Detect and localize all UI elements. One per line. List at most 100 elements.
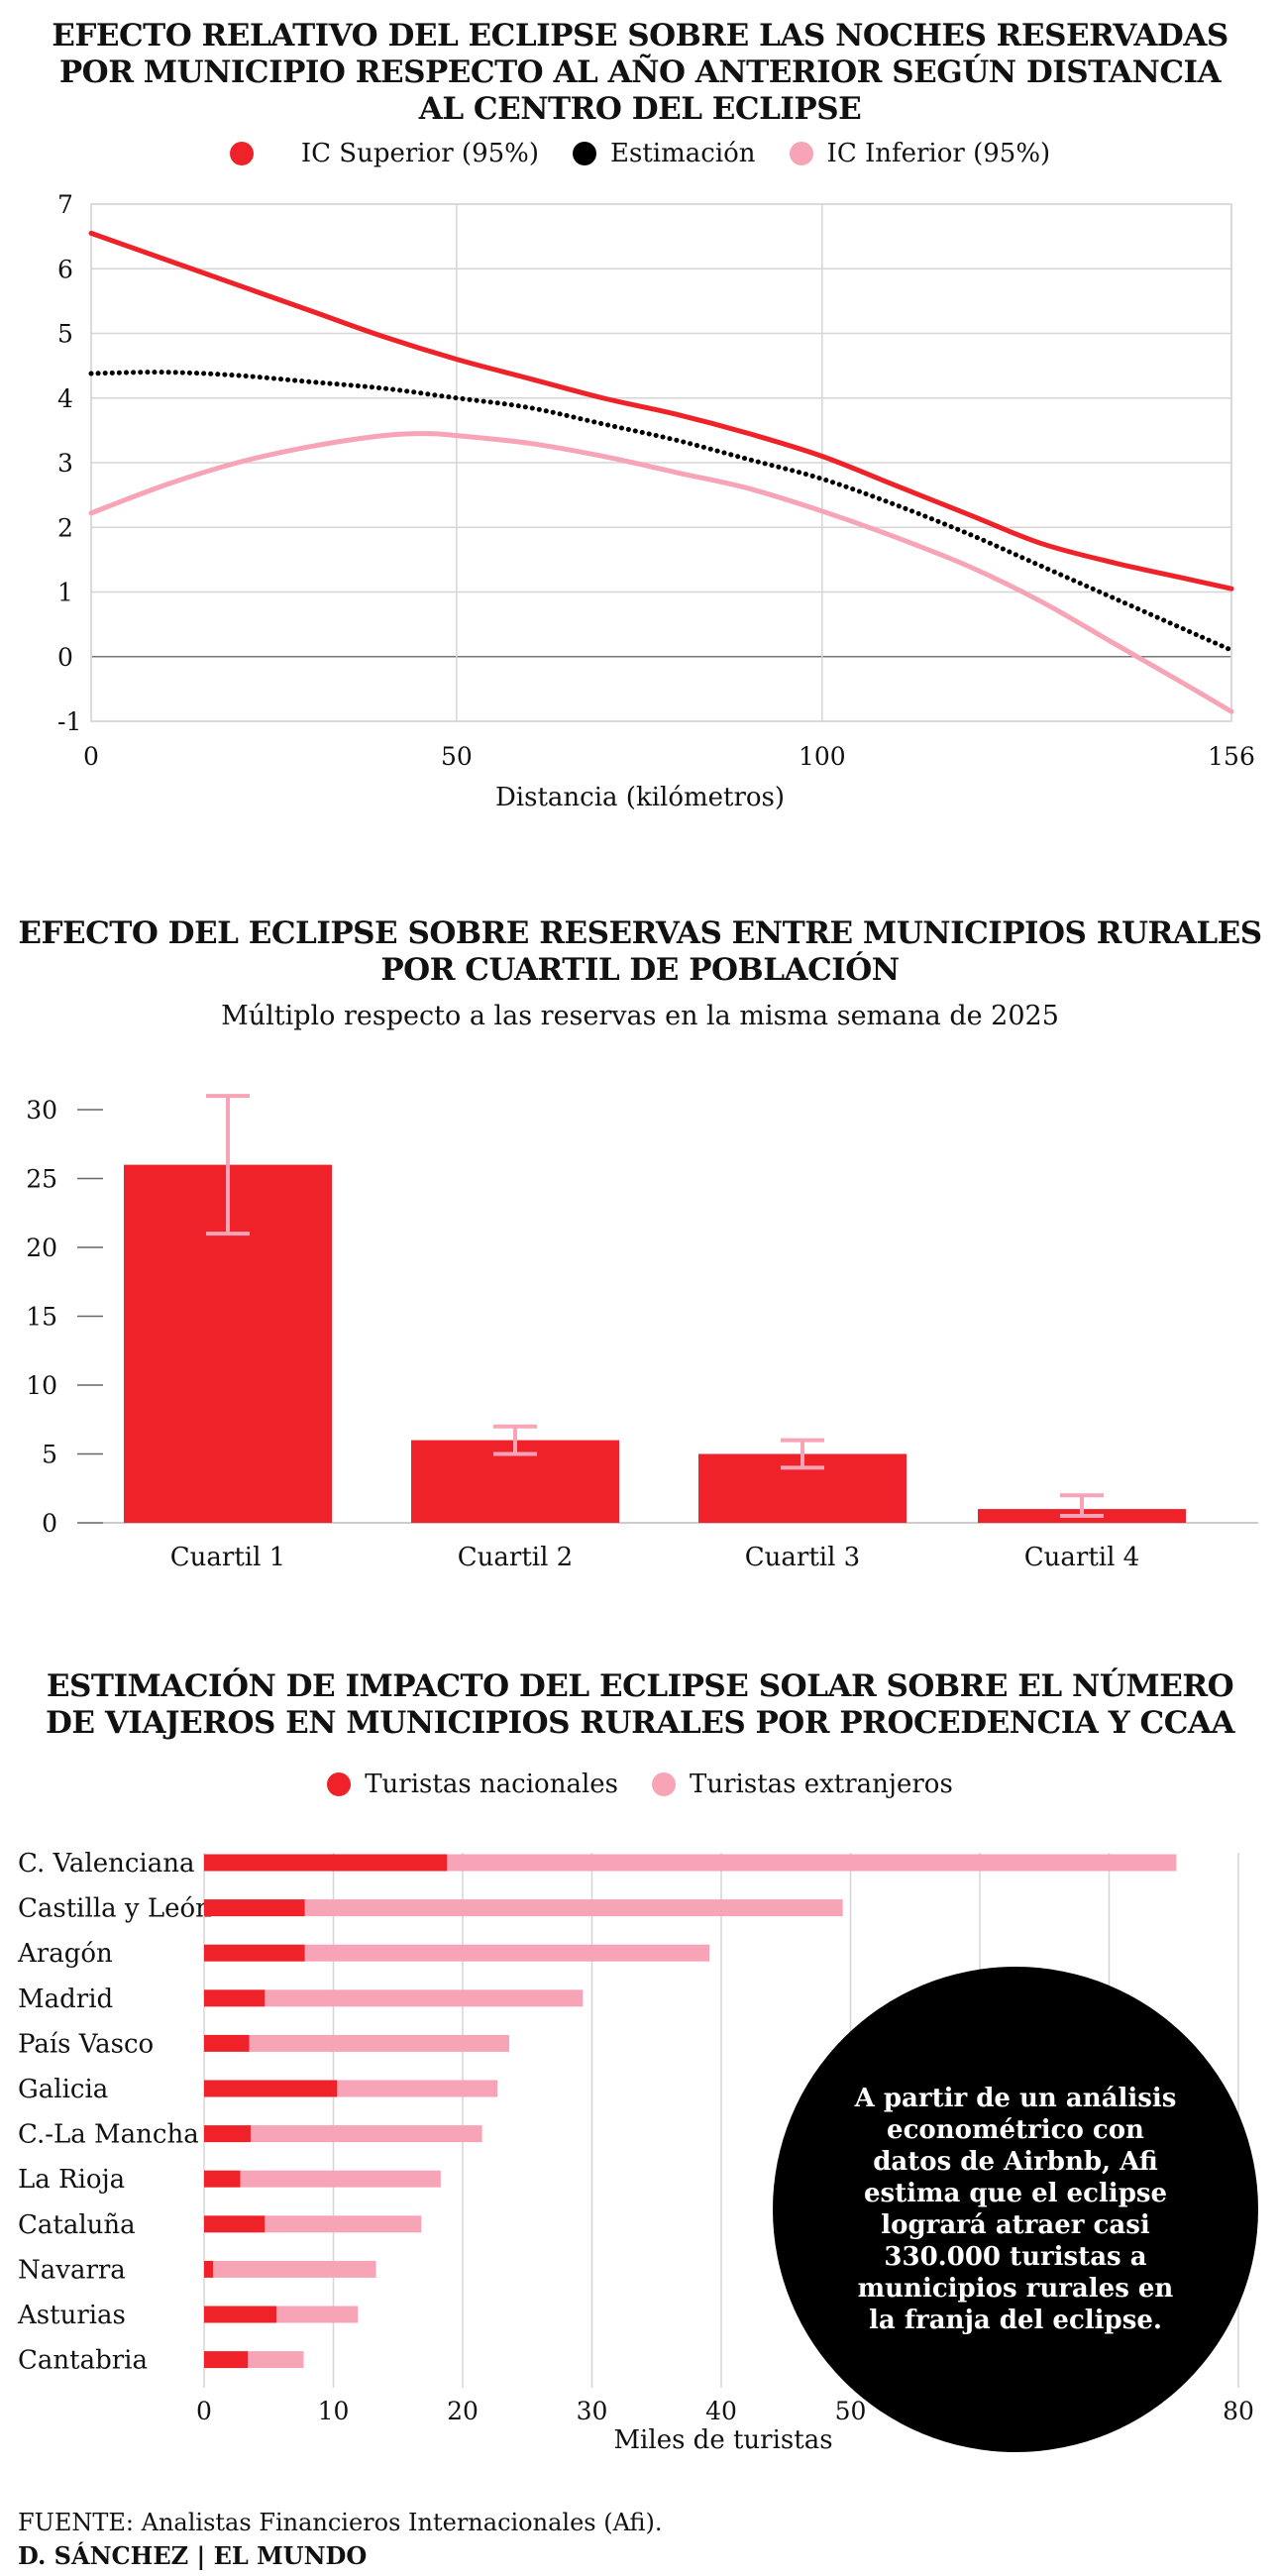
- legend-swatch-red: [229, 142, 254, 165]
- legend-item-ic-inferior: IC Inferior (95%): [789, 139, 1051, 168]
- x-tick-label: 156: [1208, 742, 1255, 771]
- bar-extranjeros: [276, 2306, 359, 2323]
- bar-extranjeros: [249, 2034, 509, 2052]
- estimacion-line: [88, 370, 1234, 653]
- bar-nacionales: [204, 2125, 251, 2143]
- category-label: La Rioja: [18, 2165, 125, 2195]
- chart2-subtitle: Múltiplo respecto a las reservas en la m…: [221, 1001, 1059, 1031]
- bar-nacionales: [204, 2170, 241, 2188]
- category-label: Castilla y León: [18, 1894, 212, 1924]
- category-label: Cantabria: [18, 2346, 148, 2376]
- category-label: Cuartil 1: [170, 1543, 285, 1572]
- category-label: País Vasco: [18, 2029, 154, 2059]
- bar-nacionales: [204, 1989, 266, 2007]
- y-tick-label: 2: [57, 513, 73, 542]
- bar-nacionales: [204, 2351, 249, 2369]
- y-tick-label: 0: [57, 643, 73, 672]
- source-note: FUENTE: Analistas Financieros Internacio…: [18, 2509, 663, 2536]
- y-tick-label: 4: [57, 384, 73, 413]
- category-label: Cataluña: [18, 2210, 136, 2240]
- plot-frame: [90, 203, 1232, 722]
- category-label: Asturias: [17, 2301, 126, 2330]
- bar-extranjeros: [337, 2080, 498, 2097]
- y-tick-label: 3: [57, 449, 73, 478]
- bar-extranjeros: [265, 1989, 584, 2007]
- bar-extranjeros: [265, 2215, 422, 2233]
- x-tick-label: 100: [799, 742, 846, 771]
- chart3-legend: Turistas nacionales Turistas extranjeros: [0, 1770, 1280, 1799]
- category-label: Cuartil 3: [745, 1543, 860, 1572]
- bar-nacionales: [204, 1944, 305, 1962]
- y-tick-label: 10: [26, 1371, 57, 1400]
- legend-item-extranjeros: Turistas extranjeros: [652, 1770, 953, 1799]
- y-tick-label: -1: [57, 707, 81, 736]
- y-tick-label: 20: [26, 1234, 57, 1262]
- y-tick-label: 7: [57, 190, 73, 219]
- category-label: Madrid: [18, 1985, 113, 2014]
- y-tick-label: 30: [26, 1096, 57, 1125]
- bar-nacionales: [204, 2260, 214, 2278]
- x-tick-label: 10: [318, 2397, 350, 2425]
- x-tick-label: 0: [83, 742, 99, 771]
- annotation-text: A partir de un análisis econométrico con…: [854, 2084, 1177, 2335]
- chart1-xlabel: Distancia (kilómetros): [494, 783, 786, 812]
- bar-chart: 0 5 10 15 20 25 30 Cuartil 1 Cuartil 2 Cuartil 3 C…: [26, 1094, 1258, 1572]
- ic-superior-line: [88, 230, 1234, 591]
- bar-nacionales: [204, 2080, 338, 2097]
- legend-swatch-pink: [652, 1772, 677, 1796]
- bar-extranjeros: [240, 2170, 441, 2188]
- legend-label: IC Inferior (95%): [826, 139, 1051, 168]
- legend-swatch-black: [573, 142, 597, 165]
- bar-nacionales: [204, 2034, 250, 2052]
- category-label: Galicia: [18, 2075, 108, 2104]
- category-label: Cuartil 2: [458, 1543, 573, 1572]
- bar-extranjeros: [213, 2260, 376, 2278]
- legend-label: Estimación: [610, 139, 756, 168]
- x-tick-label: 20: [447, 2397, 479, 2425]
- legend-item-ic-superior: IC Superior (95%): [229, 139, 540, 168]
- category-label: Aragón: [17, 1939, 113, 1969]
- y-tick-label: 5: [42, 1441, 57, 1469]
- bar-nacionales: [204, 1854, 448, 1872]
- y-tick-label: 15: [26, 1303, 57, 1332]
- y-tick-label: 0: [42, 1509, 57, 1538]
- bar-extranjeros: [447, 1854, 1177, 1872]
- category-label: C.-La Mancha: [18, 2120, 199, 2150]
- bar-nacionales: [204, 2215, 266, 2233]
- y-tick-label: 1: [57, 579, 73, 607]
- y-tick-label: 6: [57, 255, 73, 283]
- bar-nacionales: [204, 1899, 305, 1917]
- chart3-xlabel: Miles de turistas: [613, 2425, 833, 2455]
- legend-label: Turistas nacionales: [365, 1770, 619, 1799]
- y-tick-label: 5: [57, 320, 73, 349]
- annotation-circle: A partir de un análisis econométrico con…: [773, 1967, 1258, 2452]
- x-tick-label: 30: [577, 2397, 608, 2425]
- legend-label: IC Superior (95%): [300, 139, 540, 168]
- bar-extranjeros: [304, 1899, 843, 1917]
- bar-extranjeros: [248, 2351, 304, 2369]
- chart2-title: EFECTO DEL ECLIPSE SOBRE RESERVAS ENTRE …: [18, 915, 1262, 988]
- chart1-legend: IC Superior (95%) Estimación IC Inferior…: [0, 139, 1280, 168]
- bar-nacionales: [204, 2306, 277, 2323]
- y-tick-label: 25: [26, 1165, 57, 1194]
- x-tick-label: 40: [705, 2397, 737, 2425]
- legend-label: Turistas extranjeros: [690, 1770, 953, 1799]
- x-tick-label: 50: [835, 2397, 867, 2425]
- category-label: Cuartil 4: [1024, 1543, 1139, 1572]
- x-tick-label: 80: [1223, 2397, 1254, 2425]
- legend-swatch-red: [327, 1772, 352, 1796]
- ic-inferior-line: [88, 431, 1234, 714]
- bar-extranjeros: [250, 2125, 482, 2143]
- legend-item-nacionales: Turistas nacionales: [327, 1770, 618, 1799]
- chart3-title: ESTIMACIÓN DE IMPACTO DEL ECLIPSE SOLAR …: [46, 1668, 1234, 1741]
- bar-extranjeros: [304, 1944, 710, 1962]
- chart1-title: EFECTO RELATIVO DEL ECLIPSE SOBRE LAS NO…: [52, 18, 1228, 127]
- legend-item-estimacion: Estimación: [573, 139, 756, 168]
- credit-line: D. SÁNCHEZ | EL MUNDO: [18, 2541, 368, 2570]
- category-label: Navarra: [18, 2255, 126, 2285]
- legend-swatch-pink: [789, 142, 813, 165]
- x-tick-label: 50: [441, 742, 473, 771]
- x-tick-label: 0: [196, 2397, 212, 2425]
- category-label: C. Valenciana: [18, 1849, 194, 1878]
